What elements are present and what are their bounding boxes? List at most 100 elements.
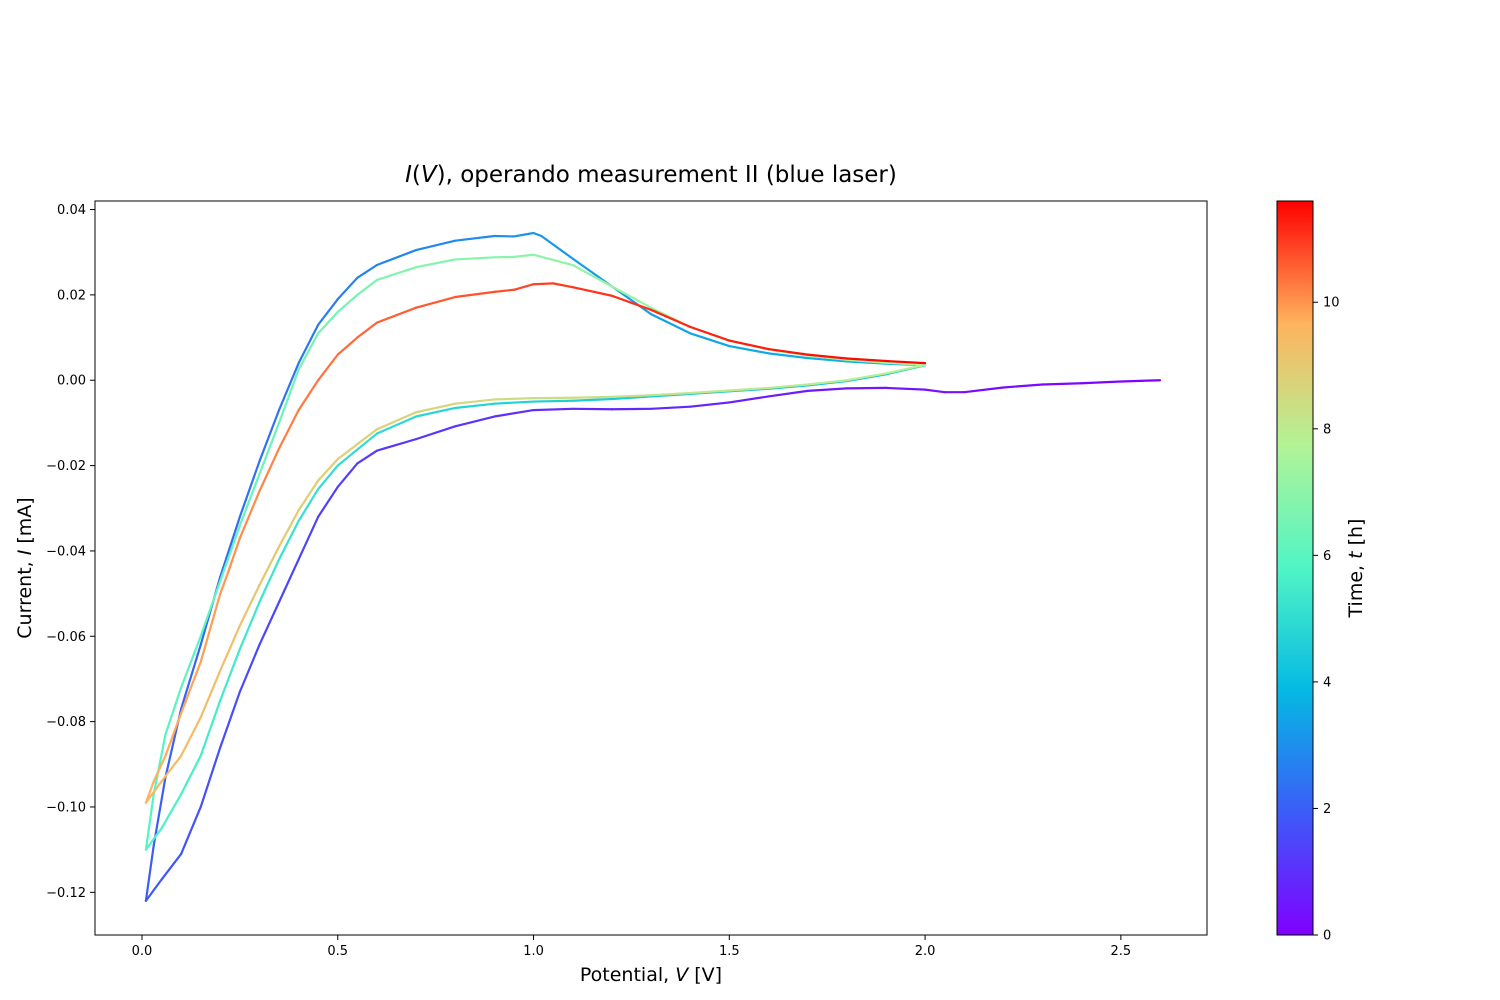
series-3-segment <box>219 647 241 702</box>
series-5-segment <box>180 716 202 757</box>
series-2-segment <box>454 234 496 242</box>
ylabel-unit: [mA] <box>14 497 36 549</box>
series-5-segment <box>884 363 927 375</box>
series-5-segment <box>219 624 241 672</box>
series-1-segment <box>806 387 848 392</box>
series-2-segment <box>238 460 261 518</box>
series-6-segment <box>571 286 613 297</box>
series-1-segment <box>1002 383 1044 389</box>
cblabel-unit: [h] <box>1345 519 1367 552</box>
series-5-segment <box>375 411 418 431</box>
series-3-segment <box>160 793 183 830</box>
series-6-segment <box>317 353 339 382</box>
series-3 <box>144 364 927 851</box>
series-2-segment <box>317 298 339 326</box>
y-axis-label: Current, I [mA] <box>14 497 36 638</box>
colorbar-axis: 0 2 4 6 8 10 <box>1313 296 1340 944</box>
series-1-segment <box>649 405 692 410</box>
series-1-segment <box>884 386 927 391</box>
series-5-segment <box>845 372 888 382</box>
y-tick-label: 0.04 <box>57 203 86 218</box>
series-1-segment <box>493 409 535 418</box>
chart-title: I(V), operando measurement II (blue lase… <box>405 162 897 188</box>
x-tick-label: 1.5 <box>719 944 740 959</box>
y-tick-label: −0.12 <box>46 886 86 901</box>
colorbar-label: Time, t [h] <box>1345 519 1367 619</box>
series-5-segment <box>199 669 222 719</box>
series-4-segment <box>845 358 888 364</box>
series-4-segment <box>144 793 155 851</box>
series-1-segment <box>1119 379 1162 383</box>
series-5-segment <box>610 394 653 398</box>
series-3-segment <box>180 754 202 796</box>
series-4-segment <box>219 524 241 582</box>
colorbar <box>1276 200 1314 936</box>
series-2-segment <box>540 234 574 260</box>
series-1-segment <box>277 558 300 604</box>
series-6-segment <box>152 754 167 783</box>
series-1-segment <box>767 389 809 398</box>
series-5-segment <box>728 386 770 392</box>
series-1 <box>144 379 1162 902</box>
series-6-segment <box>375 306 418 324</box>
series-6-segment <box>728 339 770 351</box>
series-1-segment <box>160 852 183 881</box>
plot-frame <box>94 200 1208 936</box>
series-2 <box>144 231 927 902</box>
series-5-segment <box>258 545 281 587</box>
series-6-segment <box>845 357 888 363</box>
title-var-v: V <box>421 162 439 188</box>
series-6-segment <box>277 409 300 450</box>
x-tick-label: 0.5 <box>327 944 348 959</box>
y-tick-label: −0.08 <box>46 715 86 730</box>
x-tick-label: 2.5 <box>1111 944 1132 959</box>
series-5-segment <box>297 479 320 512</box>
colorbar-tick-label: 10 <box>1323 296 1340 311</box>
series-2-segment <box>414 239 457 252</box>
series-4-segment <box>180 635 202 689</box>
series-5-segment <box>649 391 692 397</box>
series-4-segment <box>512 253 535 258</box>
series-6-segment <box>336 336 359 356</box>
series-2-segment <box>219 515 241 578</box>
series-1-segment <box>356 449 379 465</box>
series-1-segment <box>728 395 770 404</box>
xlabel-var: V <box>675 964 690 986</box>
series-6-segment <box>689 325 731 342</box>
xlabel-text: Potential, <box>580 964 675 986</box>
series-5-segment <box>454 398 496 405</box>
colorbar-tick-label: 6 <box>1323 549 1331 564</box>
title-suffix: , operando measurement II (blue laser) <box>446 162 897 188</box>
series-4-segment <box>164 686 183 736</box>
series-2-segment <box>258 409 281 463</box>
x-tick-label: 2.0 <box>915 944 936 959</box>
series-4-segment <box>414 258 457 269</box>
series-2-segment <box>356 263 379 279</box>
series-1-segment <box>336 462 359 489</box>
series-6-segment <box>258 447 281 493</box>
series-2-segment <box>767 352 809 360</box>
y-tick-label: 0.02 <box>57 288 86 303</box>
y-tick-label: −0.04 <box>46 544 86 559</box>
series-1-segment <box>199 746 222 809</box>
series-3-segment <box>317 464 339 491</box>
series-2-segment <box>375 248 418 267</box>
series-1-segment <box>532 407 574 412</box>
series-3-segment <box>532 399 574 403</box>
series-4-segment <box>277 368 300 425</box>
series-5-segment <box>493 397 535 401</box>
series-1-segment <box>219 690 241 749</box>
series-5-segment <box>336 428 379 461</box>
series-6-segment <box>493 288 516 293</box>
series-1-segment <box>1041 382 1083 386</box>
series-4-segment <box>238 473 261 527</box>
series-6-segment <box>454 290 496 299</box>
series-6-segment <box>512 283 535 291</box>
series-5-segment <box>806 379 848 386</box>
series-6-segment <box>532 282 555 286</box>
series-3-segment <box>297 487 320 523</box>
series-1-segment <box>414 425 457 441</box>
series-4-segment <box>610 285 653 309</box>
series-6-segment <box>144 780 155 804</box>
series-2-segment <box>277 362 300 412</box>
